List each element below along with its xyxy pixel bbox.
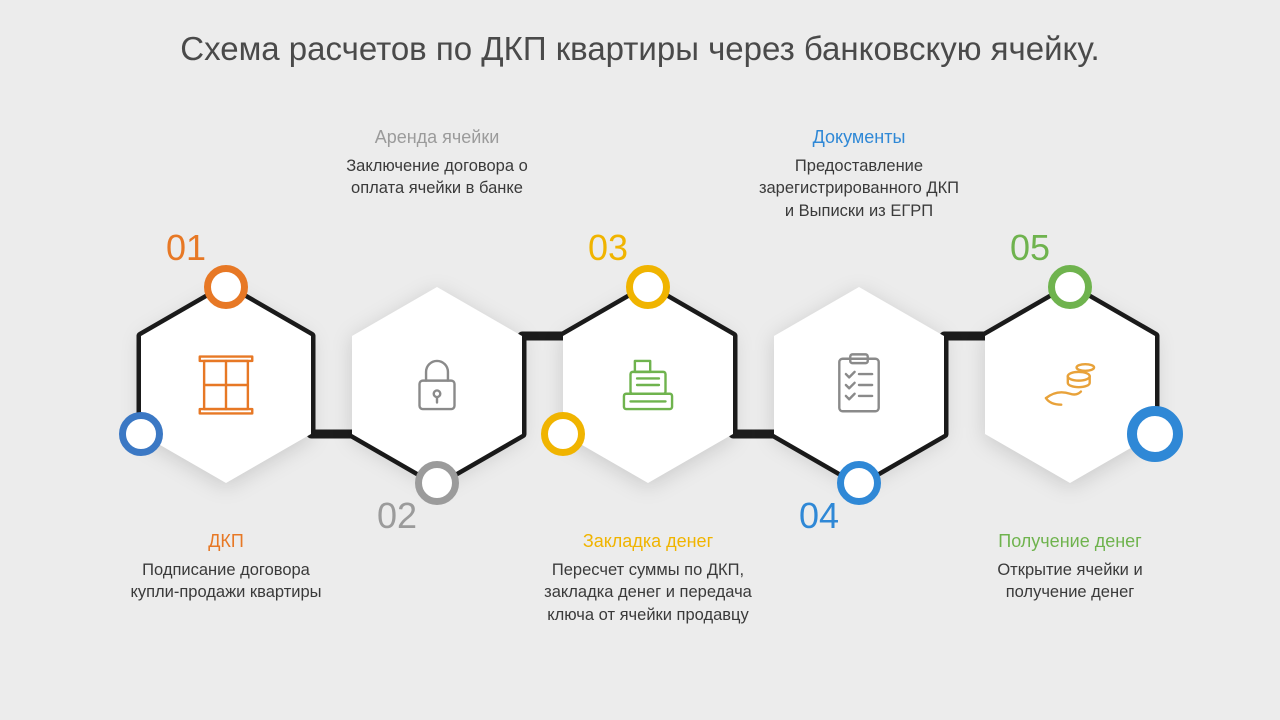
step-subtitle: ДКП	[121, 531, 331, 552]
step-circle-top	[1048, 265, 1092, 309]
step-subtitle: Закладка денег	[543, 531, 753, 552]
step-hex-05	[985, 287, 1155, 483]
step-desc: Подписание договора купли-продажи кварти…	[121, 559, 331, 604]
step-desc: Открытие ячейки и получение денег	[965, 559, 1175, 604]
step-subtitle: Документы	[754, 127, 964, 148]
hex-shape	[352, 287, 522, 483]
step-hex-01	[141, 287, 311, 483]
step-circle-bottom	[1127, 406, 1183, 462]
step-circle-bottom	[837, 461, 881, 505]
step-hex-02	[352, 287, 522, 483]
step-circle-top	[626, 265, 670, 309]
step-hex-04	[774, 287, 944, 483]
hex-shape	[985, 287, 1155, 483]
step-circle-bottom	[541, 412, 585, 456]
step-subtitle: Аренда ячейки	[332, 127, 542, 148]
step-desc: Предоставление зарегистрированного ДКП и…	[754, 155, 964, 222]
step-hex-03	[563, 287, 733, 483]
step-number: 01	[166, 227, 206, 269]
page-title: Схема расчетов по ДКП квартиры через бан…	[0, 30, 1280, 68]
hex-shape	[774, 287, 944, 483]
hex-shape	[563, 287, 733, 483]
step-circle-bottom	[415, 461, 459, 505]
step-subtitle: Получение денег	[965, 531, 1175, 552]
step-circle-top	[204, 265, 248, 309]
step-number: 03	[588, 227, 628, 269]
hex-shape	[141, 287, 311, 483]
step-number: 02	[377, 495, 417, 537]
step-number: 04	[799, 495, 839, 537]
step-desc: Заключение договора о оплата ячейки в ба…	[332, 155, 542, 200]
step-number: 05	[1010, 227, 1050, 269]
step-desc: Пересчет суммы по ДКП, закладка денег и …	[543, 559, 753, 626]
step-circle-bottom	[119, 412, 163, 456]
